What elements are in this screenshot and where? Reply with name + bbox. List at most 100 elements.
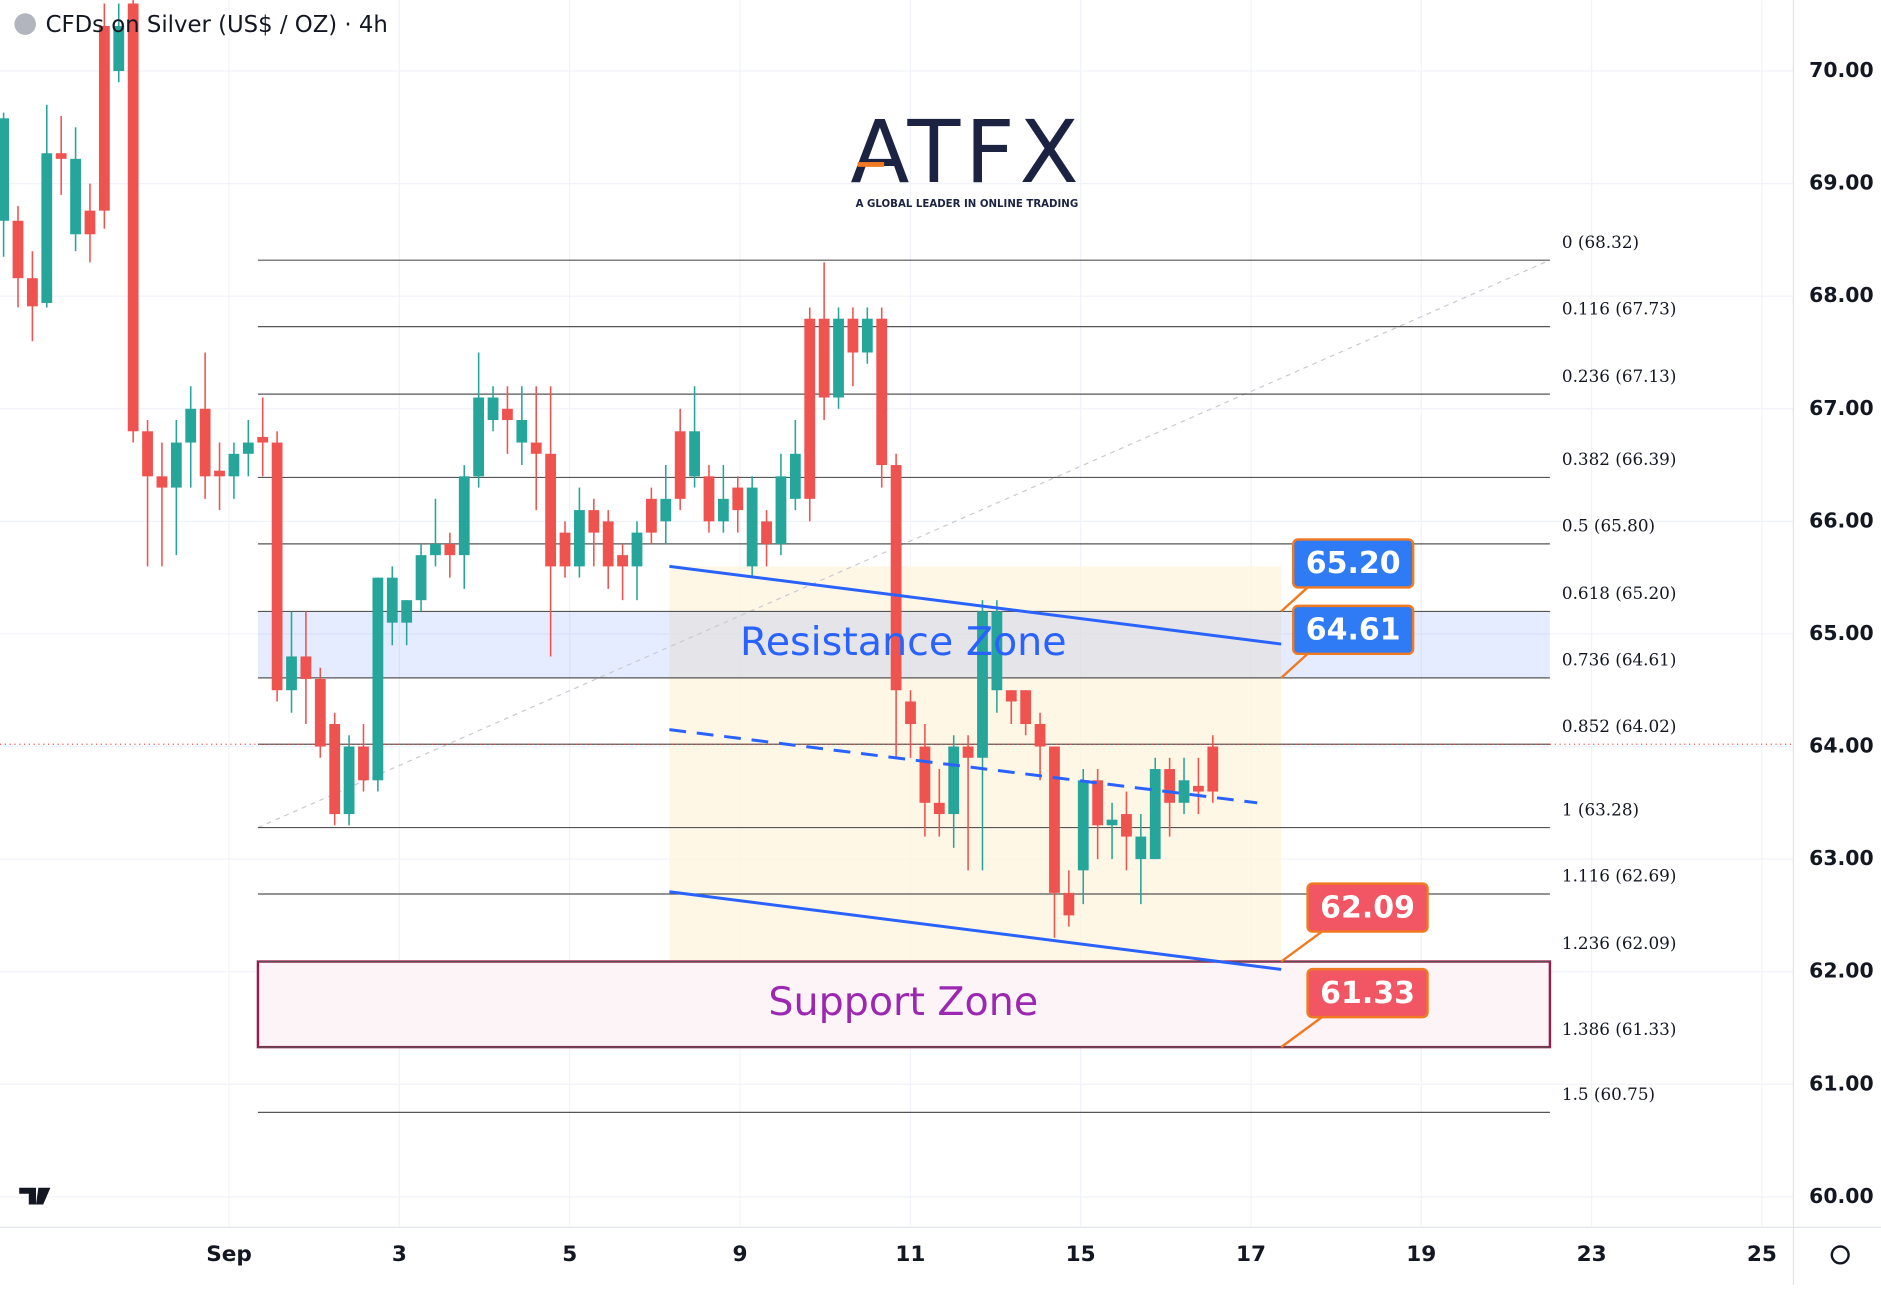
price-tag-label: 62.09 <box>1320 890 1415 925</box>
candle-body <box>991 611 1003 691</box>
settings-button[interactable] <box>1830 1245 1850 1265</box>
candle-body <box>415 555 427 601</box>
symbol-icon <box>14 13 36 35</box>
tag-pointer <box>1280 652 1309 679</box>
candle-body <box>142 431 153 477</box>
candle-body <box>833 318 844 398</box>
y-tick-label: 65.00 <box>1809 621 1873 645</box>
candle-body <box>430 543 441 556</box>
price-tag <box>1306 882 1429 933</box>
candle-body <box>84 210 96 235</box>
candle-body <box>1063 892 1075 916</box>
candle-body <box>1135 836 1147 860</box>
candle-body <box>1193 785 1204 792</box>
candle-body <box>1005 690 1017 702</box>
fib-label: 1.386 (61.33) <box>1562 1019 1677 1039</box>
zone-label: Resistance Zone <box>740 619 1067 665</box>
candle-body <box>314 678 326 747</box>
channel-line <box>669 728 1258 805</box>
candle-body <box>617 555 628 567</box>
tv-logo[interactable] <box>19 1187 51 1205</box>
candle-body <box>905 701 916 725</box>
candle-body <box>98 25 110 211</box>
candle-body <box>530 442 542 454</box>
candle-body <box>674 431 686 499</box>
y-tick-label: 70.00 <box>1809 58 1873 82</box>
candle-body <box>775 476 787 544</box>
y-tick-label: 67.00 <box>1809 396 1873 420</box>
candle-body <box>804 318 816 499</box>
candle-body <box>1149 769 1161 860</box>
price-tag <box>1306 967 1429 1019</box>
candle-body <box>977 611 988 758</box>
candle-body <box>602 521 614 567</box>
candle-body <box>386 577 398 623</box>
fib-label: 0.116 (67.73) <box>1562 298 1677 318</box>
fib-label: 0.236 (67.13) <box>1562 366 1677 386</box>
candle-body <box>271 442 283 691</box>
price-tag-label: 61.33 <box>1320 976 1415 1011</box>
fib-label: 0.618 (65.20) <box>1562 583 1677 603</box>
candle-body <box>242 442 254 454</box>
candle-body <box>516 420 528 443</box>
fib-label: 1.116 (62.69) <box>1562 866 1677 886</box>
candle-body <box>228 453 240 477</box>
candle-body <box>401 600 413 623</box>
candle-body <box>1207 746 1219 792</box>
x-tick-label: Sep <box>206 1242 252 1267</box>
candle-body <box>502 408 513 421</box>
candle-body <box>847 318 859 353</box>
candle-body <box>444 543 456 556</box>
y-tick-label: 61.00 <box>1809 1071 1873 1095</box>
candle-body <box>1106 819 1118 826</box>
candle-body <box>55 153 67 159</box>
candle-body <box>818 318 830 398</box>
fib-label: 0 (68.32) <box>1562 232 1639 252</box>
candle-body <box>487 397 499 421</box>
fib-label: 0.382 (66.39) <box>1562 449 1677 469</box>
x-tick-label: 17 <box>1236 1242 1266 1267</box>
fib-label: 1.236 (62.09) <box>1562 933 1677 953</box>
candle-body <box>1049 746 1060 893</box>
x-tick-label: 5 <box>562 1242 577 1267</box>
candle-body <box>372 577 384 781</box>
price-tag <box>1291 604 1415 656</box>
candle-body <box>185 408 197 443</box>
x-tick-label: 25 <box>1747 1242 1777 1267</box>
candle-body <box>12 220 24 279</box>
fib-label: 0.852 (64.02) <box>1562 716 1677 736</box>
candle-body <box>329 724 341 815</box>
candle-body <box>214 470 225 477</box>
candle-body <box>890 465 902 691</box>
candle-body <box>574 510 585 567</box>
candle-body <box>660 498 672 522</box>
candle-body <box>1092 780 1104 826</box>
y-tick-label: 69.00 <box>1809 171 1873 195</box>
logo-title: ATFX <box>850 103 1083 203</box>
candle-body <box>300 656 312 679</box>
channel-line <box>669 890 1282 971</box>
candle-body <box>343 746 355 815</box>
candle-body <box>861 318 873 353</box>
candle-body <box>41 153 53 303</box>
y-tick-label: 68.00 <box>1809 283 1873 307</box>
y-tick-label: 64.00 <box>1809 734 1873 758</box>
x-tick-label: 3 <box>392 1242 407 1267</box>
y-tick-label: 63.00 <box>1809 846 1873 870</box>
candle-body <box>703 476 715 522</box>
candle-body <box>732 487 744 511</box>
candle-body <box>1077 780 1089 871</box>
candle-body <box>0 118 9 221</box>
y-tick-label: 60.00 <box>1809 1184 1873 1208</box>
y-tick-label: 62.00 <box>1809 959 1873 983</box>
x-tick-label: 15 <box>1066 1242 1096 1267</box>
candle-body <box>286 656 297 691</box>
candle-body <box>559 532 571 567</box>
candle-body <box>761 521 772 544</box>
tag-pointer <box>1280 930 1323 963</box>
candle-body <box>919 746 931 803</box>
candle-body <box>746 487 758 567</box>
candle-body <box>127 3 139 432</box>
candle-body <box>631 532 643 567</box>
